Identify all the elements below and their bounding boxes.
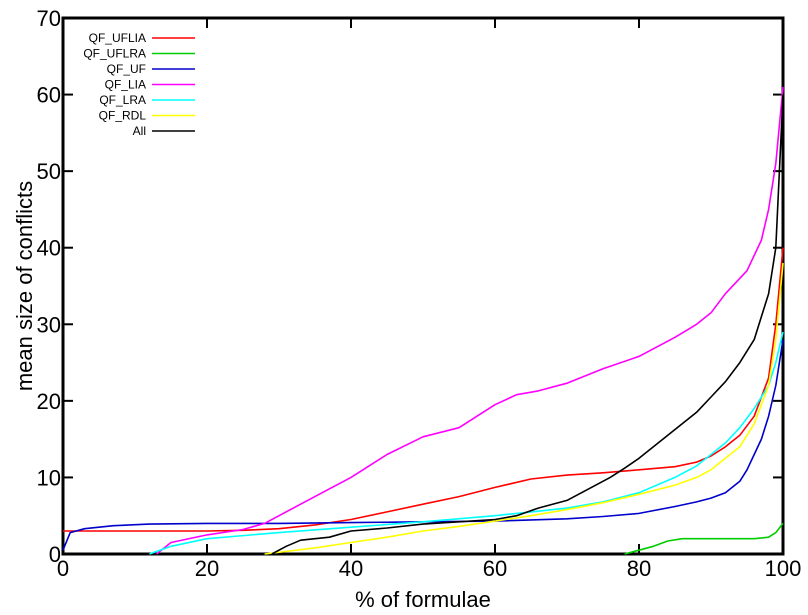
x-axis-ticks: 0 20 40 60 80 100	[57, 18, 801, 581]
y-tick-label: 10	[37, 465, 61, 490]
series-line-qf-rdl	[264, 262, 784, 555]
series-line-qf-lra	[149, 331, 784, 555]
x-axis-title: % of formulae	[355, 587, 491, 612]
y-tick-label: 30	[37, 312, 61, 337]
x-tick-label: 80	[627, 556, 651, 581]
x-tick-label: 20	[195, 556, 219, 581]
legend-label-qf-uf: QF_UF	[107, 62, 146, 76]
x-tick-label: 40	[339, 556, 363, 581]
y-tick-label: 60	[37, 83, 61, 108]
legend-label-qf-uflra: QF_UFLRA	[83, 47, 146, 61]
y-tick-label: 40	[37, 236, 61, 261]
legend-label-qf-lia: QF_LIA	[105, 78, 146, 92]
x-tick-label: 0	[57, 556, 69, 581]
x-tick-label: 100	[765, 556, 802, 581]
y-tick-label: 0	[49, 542, 61, 567]
y-tick-label: 50	[37, 159, 61, 184]
y-tick-label: 70	[37, 6, 61, 31]
y-tick-label: 20	[37, 389, 61, 414]
x-tick-label: 60	[483, 556, 507, 581]
legend-label-qf-rdl: QF_RDL	[99, 109, 147, 123]
series-line-qf-uf	[62, 339, 784, 551]
y-axis-title: mean size of conflicts	[12, 181, 37, 391]
series-line-qf-uflia	[63, 247, 784, 532]
legend-label-all: All	[133, 124, 146, 138]
legend-label-qf-lra: QF_LRA	[99, 93, 146, 107]
series-line-qf-uflra	[624, 522, 784, 555]
legend-label-qf-uflia: QF_UFLIA	[89, 31, 146, 45]
y-axis-ticks: 0 10 20 30 40 50 60 70	[37, 6, 783, 567]
plot-area	[61, 16, 785, 556]
series-line-all	[271, 94, 784, 555]
series-line-qf-lia	[156, 86, 784, 555]
series-lines	[62, 86, 784, 555]
